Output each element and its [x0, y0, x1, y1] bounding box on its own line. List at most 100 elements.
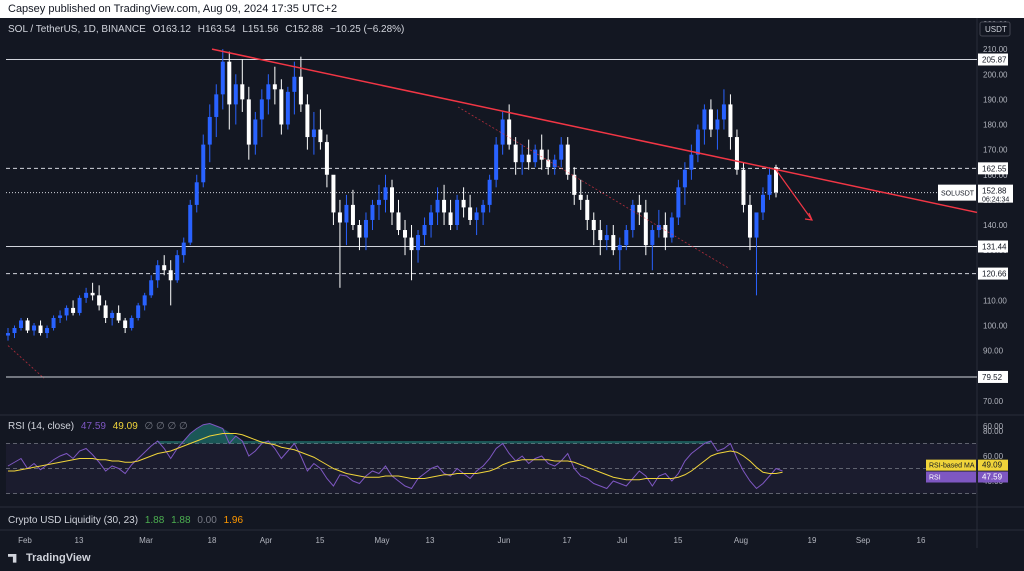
- candle-body[interactable]: [155, 265, 160, 281]
- candle-body[interactable]: [611, 235, 616, 251]
- candle-body[interactable]: [272, 84, 277, 90]
- candle-body[interactable]: [533, 149, 538, 163]
- chart-area[interactable]: 220.00210.00200.00190.00180.00170.00160.…: [0, 18, 1024, 571]
- candle-body[interactable]: [201, 144, 206, 183]
- candle-body[interactable]: [546, 159, 551, 168]
- candle-body[interactable]: [32, 325, 37, 331]
- candle-body[interactable]: [240, 84, 245, 100]
- candle-body[interactable]: [390, 187, 394, 213]
- candle-body[interactable]: [246, 99, 251, 145]
- candle-body[interactable]: [383, 187, 388, 200]
- candle-body[interactable]: [416, 235, 421, 251]
- candle-body[interactable]: [318, 129, 323, 143]
- candle-body[interactable]: [734, 137, 739, 170]
- candle-body[interactable]: [630, 204, 635, 231]
- candle-body[interactable]: [676, 187, 681, 218]
- currency-button[interactable]: [979, 21, 1011, 37]
- candle-body[interactable]: [253, 119, 258, 145]
- candle-body[interactable]: [663, 225, 668, 238]
- candle-body[interactable]: [474, 212, 479, 220]
- candle-body[interactable]: [181, 242, 186, 256]
- candle-body[interactable]: [90, 292, 95, 296]
- candle-body[interactable]: [298, 76, 303, 105]
- candle-body[interactable]: [747, 204, 752, 238]
- candle-body[interactable]: [754, 212, 759, 238]
- candle-body[interactable]: [77, 297, 82, 313]
- candle-body[interactable]: [760, 194, 765, 213]
- candle-body[interactable]: [227, 61, 232, 105]
- candle-body[interactable]: [435, 199, 440, 213]
- candle-body[interactable]: [741, 169, 746, 205]
- candle-body[interactable]: [624, 230, 629, 246]
- candle-body[interactable]: [422, 225, 427, 236]
- candle-body[interactable]: [643, 212, 648, 246]
- projection-arrow-line[interactable]: [775, 169, 813, 221]
- candle-body[interactable]: [507, 119, 512, 145]
- candle-body[interactable]: [84, 292, 89, 298]
- candle-body[interactable]: [617, 245, 622, 251]
- candle-body[interactable]: [136, 305, 141, 318]
- candle-body[interactable]: [64, 307, 69, 316]
- candle-body[interactable]: [774, 167, 778, 193]
- candle-body[interactable]: [194, 182, 199, 205]
- candle-body[interactable]: [708, 109, 713, 130]
- candle-body[interactable]: [337, 212, 342, 223]
- candle-body[interactable]: [168, 270, 173, 281]
- candle-body[interactable]: [103, 305, 108, 318]
- candle-body[interactable]: [598, 230, 603, 241]
- candle-body[interactable]: [585, 199, 590, 220]
- candle-body[interactable]: [292, 76, 297, 92]
- candle-body[interactable]: [357, 225, 362, 238]
- candle-body[interactable]: [6, 333, 10, 336]
- candle-body[interactable]: [513, 144, 518, 163]
- candle-body[interactable]: [305, 104, 310, 138]
- candle-body[interactable]: [220, 61, 225, 95]
- candle-body[interactable]: [396, 212, 401, 231]
- candle-body[interactable]: [110, 312, 115, 318]
- candle-body[interactable]: [71, 307, 76, 313]
- liquidity-label[interactable]: Crypto USD Liquidity (30, 23): [8, 515, 139, 526]
- candle-body[interactable]: [442, 199, 447, 213]
- candle-body[interactable]: [214, 94, 219, 117]
- candle-body[interactable]: [363, 219, 368, 238]
- candle-body[interactable]: [565, 144, 570, 175]
- candle-body[interactable]: [559, 144, 564, 160]
- candle-body[interactable]: [481, 204, 486, 213]
- candle-body[interactable]: [207, 116, 212, 145]
- rsi-label[interactable]: RSI (14, close): [8, 421, 75, 432]
- candle-body[interactable]: [142, 295, 147, 306]
- candle-body[interactable]: [689, 154, 694, 170]
- candle-body[interactable]: [376, 199, 381, 205]
- candle-body[interactable]: [539, 149, 544, 160]
- candle-body[interactable]: [656, 225, 661, 231]
- candle-body[interactable]: [311, 129, 316, 138]
- candle-body[interactable]: [331, 174, 336, 213]
- candle-body[interactable]: [409, 237, 414, 251]
- chart-svg[interactable]: 220.00210.00200.00190.00180.00170.00160.…: [0, 18, 1024, 571]
- candle-body[interactable]: [149, 280, 154, 296]
- candle-body[interactable]: [468, 207, 473, 220]
- candle-body[interactable]: [461, 199, 466, 208]
- candle-body[interactable]: [97, 295, 102, 306]
- candle-body[interactable]: [19, 320, 24, 329]
- candle-body[interactable]: [38, 325, 43, 334]
- candle-body[interactable]: [162, 265, 167, 271]
- candle-body[interactable]: [721, 104, 726, 120]
- candle-body[interactable]: [728, 104, 733, 138]
- candle-body[interactable]: [604, 235, 609, 241]
- candle-body[interactable]: [25, 320, 30, 331]
- candle-body[interactable]: [58, 315, 63, 318]
- candle-body[interactable]: [637, 204, 642, 213]
- candle-body[interactable]: [324, 142, 329, 175]
- candle-body[interactable]: [123, 320, 128, 329]
- candle-body[interactable]: [285, 91, 290, 125]
- candle-body[interactable]: [572, 174, 577, 195]
- candle-body[interactable]: [767, 174, 772, 195]
- descending-trendline[interactable]: [211, 48, 978, 214]
- candle-body[interactable]: [175, 255, 180, 281]
- candle-body[interactable]: [448, 212, 453, 225]
- candle-body[interactable]: [455, 199, 460, 225]
- candle-body[interactable]: [494, 144, 499, 180]
- candle-body[interactable]: [695, 129, 700, 155]
- candle-body[interactable]: [650, 230, 655, 246]
